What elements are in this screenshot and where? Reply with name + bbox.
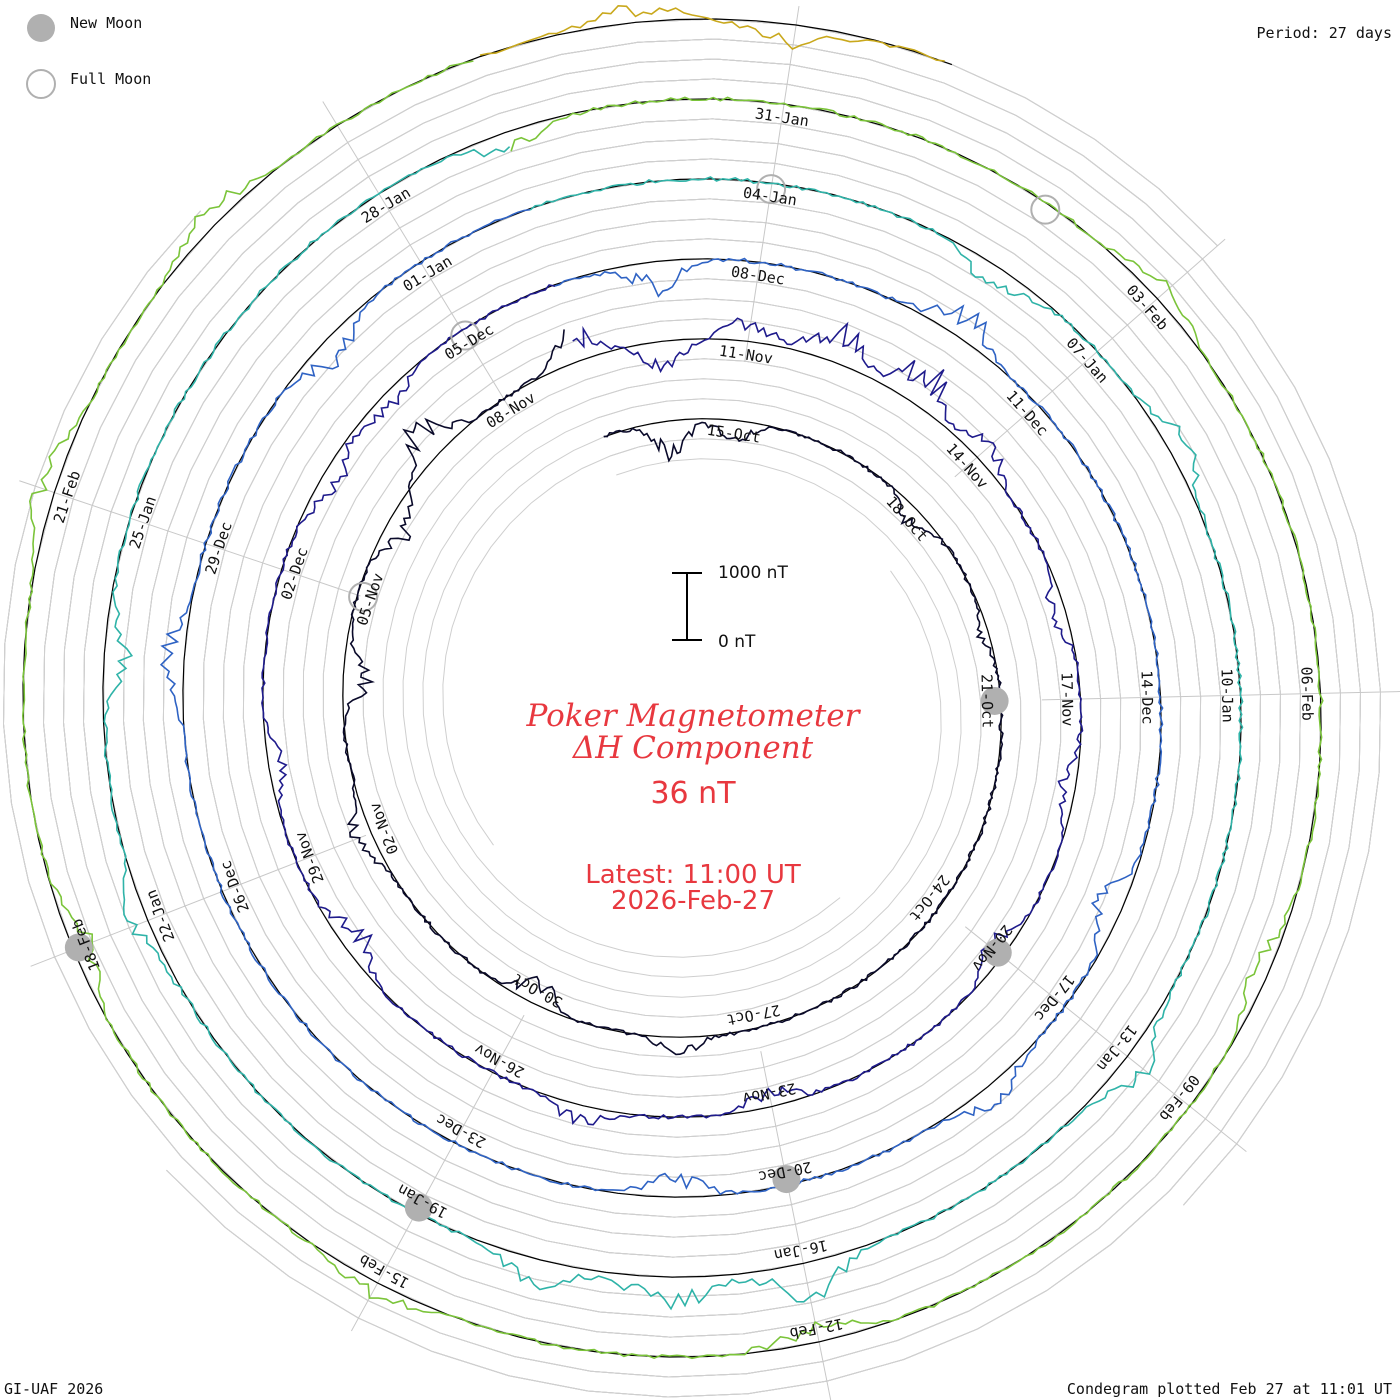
day-spoke [964, 926, 1247, 1152]
credit-label: GI-UAF 2026 [4, 1380, 104, 1398]
new-moon-marker [64, 933, 93, 962]
date-label: 17-Nov [1058, 672, 1077, 727]
latest-time: Latest: 11:00 UT [585, 860, 801, 890]
new-moon-marker [980, 686, 1009, 715]
trace-turn-5 [21, 60, 1324, 1360]
date-label: 31-Jan [754, 104, 810, 130]
scale-bottom-label: 0 nT [718, 632, 756, 652]
trace-turn-2 [261, 284, 1084, 1126]
full-moon-marker [348, 581, 379, 612]
current-value: 36 nT [650, 776, 736, 811]
baseline-spiral [22, 18, 1322, 1358]
new-moon-marker [772, 1165, 801, 1194]
legend-symbols [26, 14, 56, 99]
grid-ring [22, 18, 1322, 1358]
date-label: 20-Dec [757, 1158, 814, 1186]
data-trace [21, 4, 1324, 1360]
date-label: 21-Oct [977, 674, 996, 729]
day-spoke [19, 480, 361, 597]
date-label: 08-Dec [730, 263, 786, 289]
grid-ring [62, 58, 1282, 1318]
grid-ring [2, 78, 1342, 1378]
day-spoke [954, 238, 1226, 478]
grid-ring [166, 58, 1362, 1398]
chart-subtitle: ΔH Component [572, 730, 814, 766]
moon-markers [64, 174, 1061, 1222]
day-spoke [1041, 691, 1400, 701]
grid-ring [22, 18, 1322, 1358]
full-moon-legend-icon [26, 69, 56, 99]
date-label: 12-Feb [788, 1314, 845, 1342]
date-label: 06-Feb [1297, 666, 1316, 721]
date-label: 02-Dec [277, 545, 311, 602]
day-spoke [322, 101, 511, 410]
period-label: Period: 27 days [1256, 24, 1392, 42]
new-moon-legend-label: New Moon [70, 14, 143, 32]
trace-turn-4 [103, 146, 1244, 1311]
full-moon-marker [1030, 194, 1061, 225]
date-label: 25-Jan [126, 494, 160, 551]
grid-ring [22, 18, 1322, 1358]
date-label: 21-Feb [50, 468, 84, 525]
baseline [22, 18, 1322, 1358]
date-label: 16-Jan [772, 1236, 829, 1264]
day-spoke [760, 1051, 832, 1400]
trace-turn-6 [479, 4, 945, 62]
trace-turn-1 [342, 329, 1004, 1056]
full-moon-marker [450, 320, 481, 351]
date-label: 27-Oct [725, 1001, 782, 1029]
trace-turn-3 [159, 208, 1164, 1196]
new-moon-marker [983, 938, 1012, 967]
plotted-timestamp: Condegram plotted Feb 27 at 11:01 UT [1066, 1380, 1392, 1398]
full-moon-legend-label: Full Moon [70, 70, 152, 88]
grid-ring [22, 18, 1322, 1358]
day-spoke [350, 1014, 525, 1332]
new-moon-legend-icon [27, 14, 55, 42]
scale-top-label: 1000 nT [718, 563, 788, 583]
date-label: 10-Jan [1218, 668, 1237, 723]
new-moon-marker [404, 1193, 433, 1222]
date-label: 23-Nov [741, 1079, 798, 1107]
grid-ring [22, 18, 1322, 1358]
latest-date: 2026-Feb-27 [610, 886, 776, 916]
grid-ring [82, 78, 1262, 1298]
chart-title: Poker Magnetometer [526, 698, 860, 734]
date-label: 14-Dec [1137, 670, 1156, 725]
date-label: 29-Dec [201, 519, 235, 576]
grid-ring [42, 38, 1302, 1338]
date-label: 11-Nov [718, 342, 774, 368]
grid-ring [122, 118, 1222, 1258]
grid-ring [486, 38, 1382, 1206]
date-label: 15-Oct [706, 421, 762, 447]
full-moon-marker [756, 174, 787, 205]
scale-bar [672, 572, 702, 641]
